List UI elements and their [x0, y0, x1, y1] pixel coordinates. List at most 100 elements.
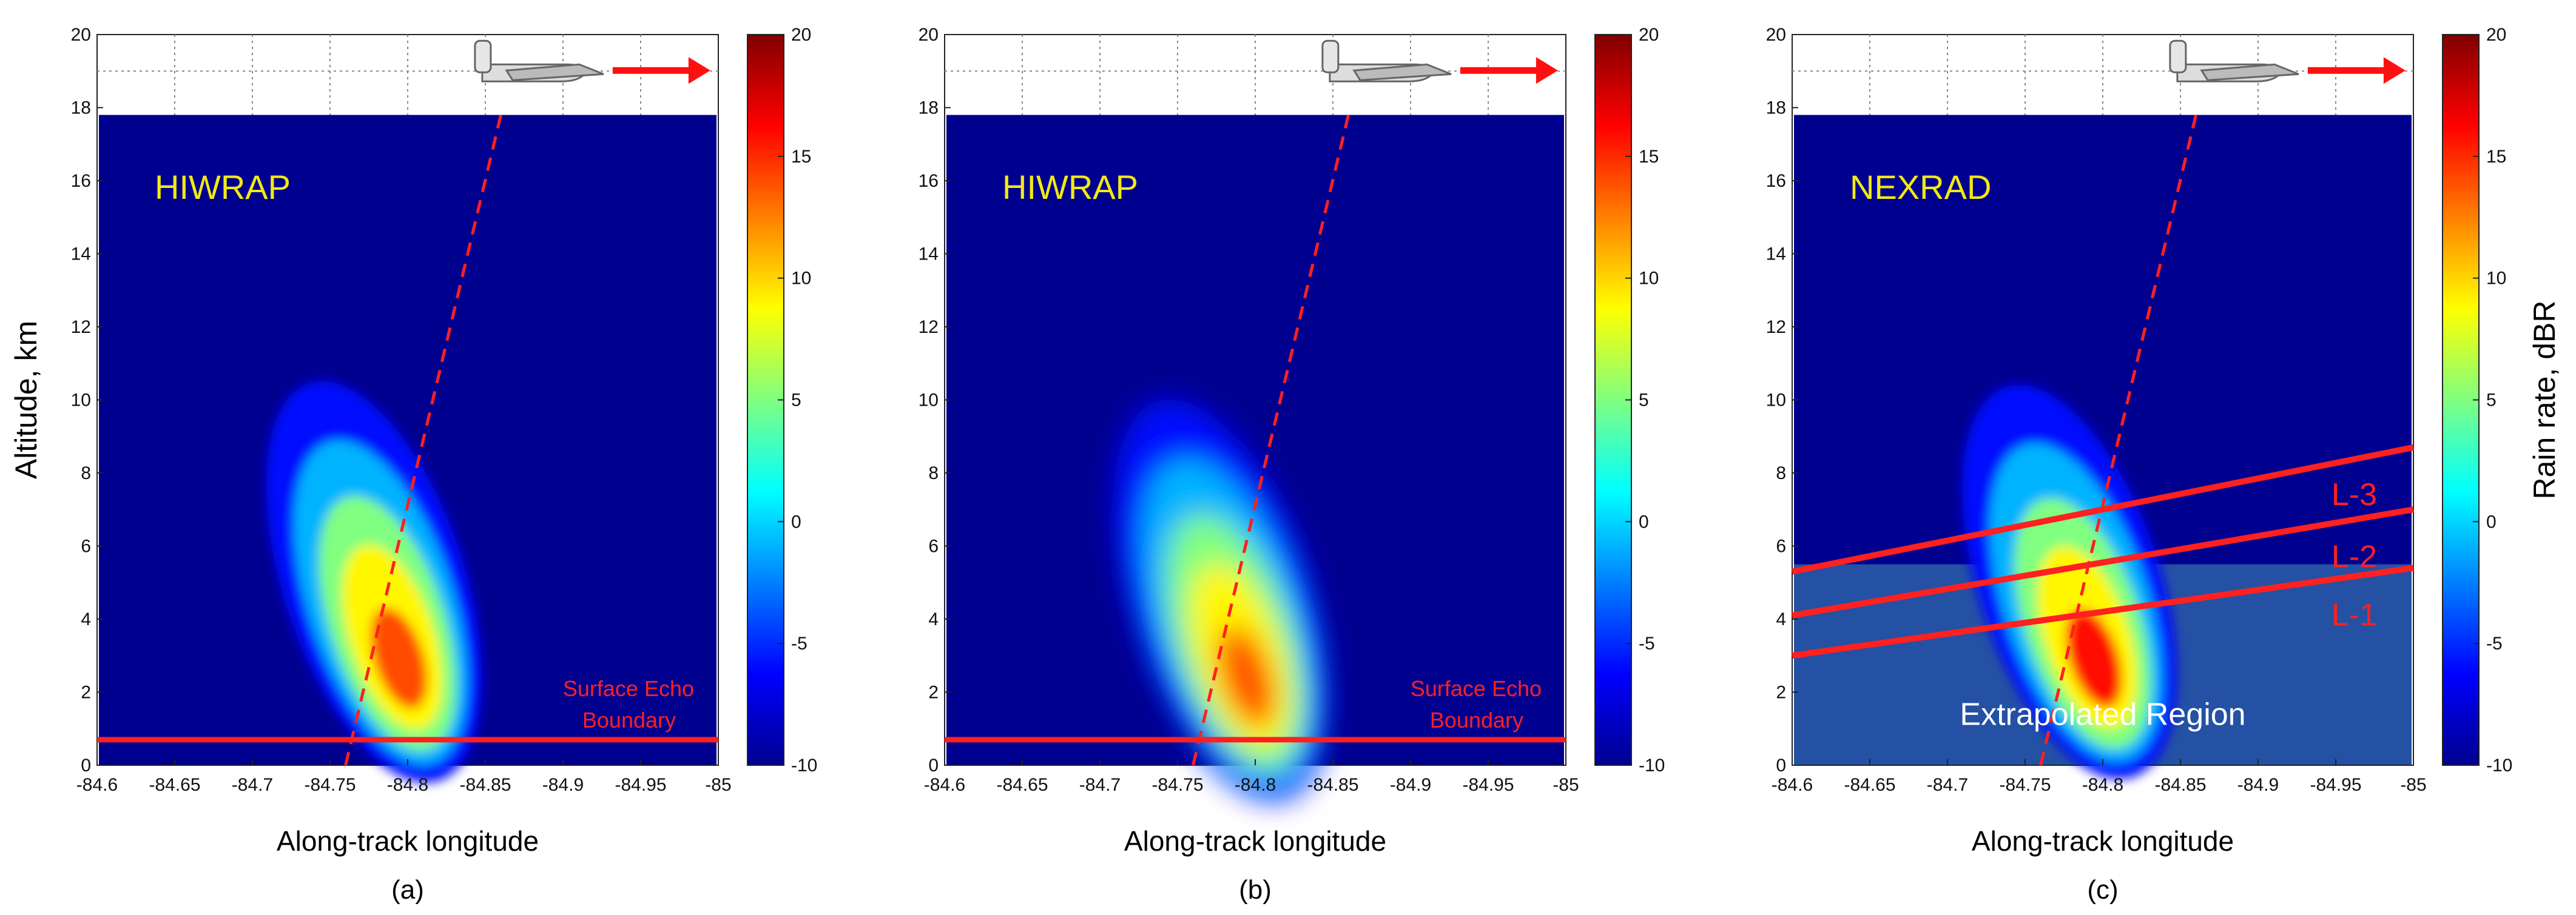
y-tick-label: 8	[1776, 463, 1786, 483]
x-tick-label: -84.75	[1151, 775, 1203, 795]
x-tick-label: -84.6	[76, 775, 118, 795]
echo-contour	[1218, 626, 1275, 727]
precip-echo	[266, 381, 482, 783]
y-axis-title: Altitude, km	[9, 321, 43, 479]
colorbar-tick-label: 5	[2486, 390, 2497, 411]
panel-caption: (c)	[2087, 875, 2118, 905]
colorbar-tick-label: 20	[791, 25, 811, 45]
nadir-track-line	[344, 114, 503, 766]
y-tick-label: 0	[81, 756, 91, 776]
aircraft-tail	[2169, 39, 2187, 73]
colorbar-tick-label: 10	[1639, 269, 1659, 289]
x-tick-label: -84.8	[1235, 775, 1276, 795]
x-tick-label: -84.65	[1844, 775, 1895, 795]
surface-echo-label: Boundary	[1430, 708, 1523, 732]
colorbar-tick-label: 20	[2486, 25, 2506, 45]
y-tick-label: 14	[71, 244, 91, 264]
colorbar-tick-label: -5	[1639, 634, 1655, 654]
panel-2: Surface Echo Boundary HIWRAP 0 2 4 6 8 10 12 14 16 1…	[919, 25, 1665, 905]
aircraft-icon	[1321, 39, 1452, 82]
x-tick-label: -84.95	[615, 775, 666, 795]
y-tick-label: 6	[928, 537, 939, 557]
instrument-label: HIWRAP	[155, 168, 291, 206]
y-tick-label: 0	[1776, 756, 1786, 776]
y-tick-label: 16	[919, 171, 939, 191]
y-tick-label: 12	[71, 317, 91, 337]
x-tick-label: -84.8	[387, 775, 428, 795]
aircraft-tail	[1321, 39, 1340, 73]
panel-1: Surface Echo Boundary HIWRAP 0 2 4 6 8 10 12 14 16 1…	[9, 25, 817, 905]
y-tick-label: 10	[1766, 390, 1786, 411]
colorbar-tick-label: 5	[1639, 390, 1649, 411]
y-tick-label: 4	[81, 609, 91, 629]
aircraft-wing	[505, 63, 604, 81]
colorbar-tick-label: -10	[791, 756, 817, 776]
x-tick-label: -84.65	[996, 775, 1048, 795]
y-tick-label: 20	[919, 25, 939, 45]
level-label: L-3	[2332, 477, 2377, 512]
echo-contour	[371, 608, 428, 709]
aircraft-icon	[2169, 39, 2299, 82]
nadir-track-line	[2039, 114, 2198, 766]
x-tick-label: -84.9	[1390, 775, 1431, 795]
x-tick-label: -84.85	[2154, 775, 2206, 795]
x-axis-title: Along-track longitude	[1972, 825, 2234, 857]
instrument-label: NEXRAD	[1850, 168, 1991, 206]
y-tick-label: 6	[81, 537, 91, 557]
y-tick-label: 14	[919, 244, 939, 264]
y-tick-label: 10	[919, 390, 939, 411]
x-axis-title: Along-track longitude	[277, 825, 539, 857]
level-label: L-2	[2332, 539, 2377, 574]
colorbar-tick-label: 0	[1639, 512, 1649, 532]
x-tick-label: -84.95	[2310, 775, 2361, 795]
x-tick-label: -85	[2400, 775, 2426, 795]
surface-echo-label: Surface Echo	[563, 676, 694, 701]
surface-echo-label: Surface Echo	[1411, 676, 1542, 701]
y-tick-label: 2	[81, 683, 91, 703]
nadir-track-line	[1192, 114, 1350, 766]
y-tick-label: 18	[1766, 98, 1786, 118]
y-tick-label: 16	[71, 171, 91, 191]
aircraft-wing	[2200, 63, 2299, 81]
y-tick-label: 0	[928, 756, 939, 776]
y-tick-label: 20	[1766, 25, 1786, 45]
colorbar-tick-label: 15	[791, 147, 811, 167]
x-tick-label: -84.95	[1462, 775, 1514, 795]
aircraft-wing	[1352, 63, 1452, 81]
x-tick-label: -84.75	[1999, 775, 2051, 795]
x-tick-label: -84.9	[542, 775, 584, 795]
x-axis-title: Along-track longitude	[1124, 825, 1386, 857]
colorbar-tick-label: 20	[1639, 25, 1659, 45]
panel-3: L-3 L-2 L-1 Extrapolated Region NEXRAD 0 2 4 6 8 1…	[1766, 25, 2561, 905]
aircraft-icon	[474, 39, 604, 82]
colorbar-tick-label: -10	[1639, 756, 1665, 776]
instrument-label: HIWRAP	[1002, 168, 1138, 206]
colorbar-tick-label: -5	[791, 634, 808, 654]
level-line-l-2	[1792, 506, 2414, 618]
y-tick-label: 18	[71, 98, 91, 118]
x-tick-label: -84.65	[149, 775, 200, 795]
colorbar-tick-label: 0	[791, 512, 801, 532]
x-tick-label: -84.9	[2237, 775, 2279, 795]
flight-direction-arrowhead	[1536, 57, 1558, 84]
y-tick-label: 2	[928, 683, 939, 703]
extrapolated-region-label: Extrapolated Region	[1960, 697, 2245, 732]
y-tick-label: 18	[919, 98, 939, 118]
y-tick-label: 2	[1776, 683, 1786, 703]
y-tick-label: 12	[1766, 317, 1786, 337]
x-tick-label: -84.7	[232, 775, 273, 795]
surface-echo-label: Boundary	[582, 708, 676, 732]
aircraft-tail	[474, 39, 492, 73]
x-tick-label: -84.85	[1307, 775, 1358, 795]
echo-contour	[2066, 609, 2122, 708]
level-label: L-1	[2332, 598, 2377, 633]
x-tick-label: -84.85	[459, 775, 511, 795]
colorbar-tick-label: 10	[791, 269, 811, 289]
y-tick-label: 6	[1776, 537, 1786, 557]
x-tick-label: -84.7	[1927, 775, 1968, 795]
precip-echo	[1113, 399, 1330, 801]
flight-direction-arrowhead	[688, 57, 710, 84]
x-tick-label: -85	[705, 775, 731, 795]
colorbar-tick-label: 15	[1639, 147, 1659, 167]
